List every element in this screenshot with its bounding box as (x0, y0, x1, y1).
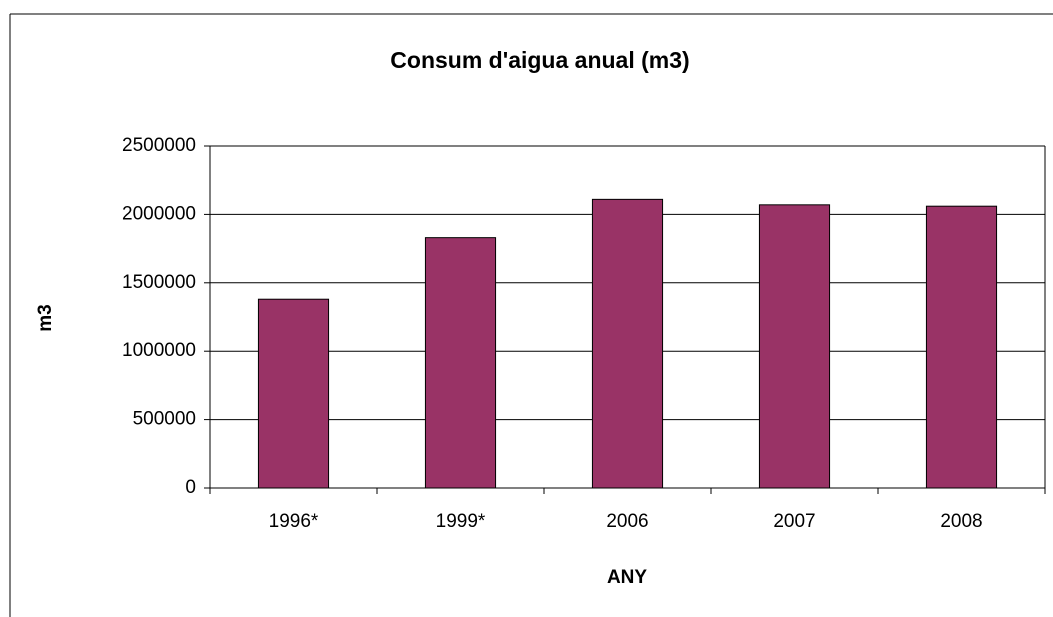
y-tick-label: 1500000 (122, 272, 196, 293)
bar (257, 298, 330, 489)
x-axis-title: ANY (607, 567, 647, 588)
x-tick-label: 2008 (940, 511, 982, 532)
chart-title: Consum d'aigua anual (m3) (390, 47, 689, 73)
x-tick-label: 2006 (606, 511, 648, 532)
x-tick-label: 1999* (436, 511, 486, 532)
y-tick-label: 2000000 (122, 203, 196, 224)
y-tick-label: 2500000 (122, 135, 196, 156)
bar (591, 198, 664, 489)
y-tick-label: 500000 (133, 409, 196, 430)
y-tick-label: 1000000 (122, 340, 196, 361)
y-axis-title: m3 (35, 304, 56, 331)
y-tick-label: 0 (185, 477, 196, 498)
bar (925, 205, 998, 489)
x-tick-label: 2007 (773, 511, 815, 532)
x-tick-label: 1996* (269, 511, 319, 532)
bar (424, 237, 497, 489)
bar (758, 204, 831, 489)
